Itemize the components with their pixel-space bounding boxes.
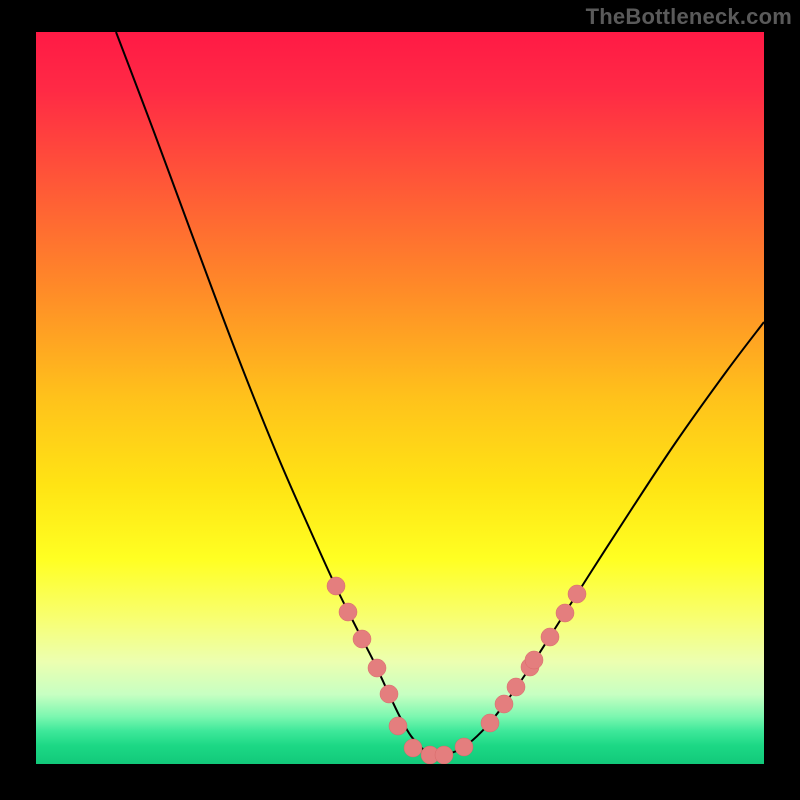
marker-point [368, 659, 386, 677]
watermark-text: TheBottleneck.com [586, 4, 792, 30]
marker-point [556, 604, 574, 622]
marker-point [495, 695, 513, 713]
marker-point [525, 651, 543, 669]
plot-area [36, 32, 764, 764]
marker-point [568, 585, 586, 603]
marker-point [389, 717, 407, 735]
marker-point [353, 630, 371, 648]
marker-point [380, 685, 398, 703]
marker-point [435, 746, 453, 764]
marker-point [327, 577, 345, 595]
gradient-background [36, 32, 764, 764]
marker-point [404, 739, 422, 757]
marker-point [541, 628, 559, 646]
marker-point [481, 714, 499, 732]
marker-point [455, 738, 473, 756]
marker-point [339, 603, 357, 621]
bottleneck-chart [0, 0, 800, 800]
marker-point [507, 678, 525, 696]
